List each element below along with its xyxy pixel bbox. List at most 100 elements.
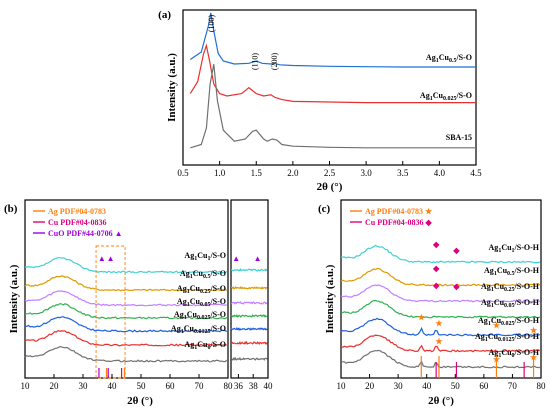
x-tick-label-b: 50: [137, 381, 147, 391]
series-line-c: [340, 268, 541, 287]
x-tick-label-a: 3.5: [397, 168, 409, 178]
series-line-c: [340, 317, 540, 337]
x-axis-label-b: 2θ (°): [127, 395, 153, 407]
series-label-c: Ag1Cu0/S-O-H: [489, 348, 540, 359]
cu-marker: ◆: [452, 246, 460, 255]
series-line-c: [341, 244, 541, 264]
x-tick-label-a: 1.0: [214, 168, 226, 178]
ag-marker: ★: [530, 326, 538, 335]
peak-label: (110): [251, 53, 260, 70]
series-label-b: Ag1Cu0.0125/S-O: [171, 324, 226, 335]
series-label-b: Ag1Cu0.5/S-O: [180, 269, 226, 280]
plot-frame-b: [24, 199, 229, 379]
series-label-b: Ag1Cu1/S-O: [184, 251, 226, 262]
x-tick-label-b-inset: 38: [249, 381, 259, 391]
series-line-b: [25, 257, 228, 274]
x-tick-label-b-inset: 36: [234, 381, 244, 391]
series-line-a: [190, 64, 476, 149]
series-line-b-inset: [230, 301, 268, 305]
ag-marker: ★: [493, 321, 501, 330]
x-tick-label-a: 2.0: [287, 168, 299, 178]
highlight-box-b: [95, 245, 126, 379]
series-label-b: Ag1Cu0.025/S-O: [174, 310, 226, 321]
series-line-b: [24, 316, 228, 333]
x-tick-label-a: 2.5: [324, 168, 336, 178]
x-tick-label-b-inset: 40: [264, 381, 274, 391]
x-tick-label-a: 4.5: [470, 168, 482, 178]
x-tick-label-a: 1.5: [251, 168, 263, 178]
x-axis-label-a: 2θ (°): [317, 181, 343, 193]
cu-marker: ◆: [432, 281, 440, 290]
panel-label-a: (a): [158, 9, 171, 21]
series-line-c: [340, 284, 541, 303]
series-label-c: Ag1Cu0.025/S-O-H: [478, 316, 540, 327]
x-tick-label-c: 10: [337, 381, 347, 391]
series-label-c: Ag1Cu0.5/S-O-H: [484, 266, 540, 277]
legend-label-b: CuO PDF#44-0706 ▲: [48, 229, 123, 238]
peak-label: (100): [207, 14, 216, 32]
x-tick-label-c: 50: [451, 381, 461, 391]
plot-frame-b-inset: [230, 199, 269, 379]
series-label-b: Ag1Cu0/S-O: [184, 340, 226, 351]
plot-frame-a: [182, 9, 477, 166]
legend-label-c: Ag PDF#04-0783 ★: [365, 207, 433, 216]
series-label-c: Ag1Cu0.0125/S-O-H: [475, 332, 540, 343]
series-line-c: [340, 349, 540, 369]
series-label-a: Ag1Cu0.025/S-O: [420, 91, 472, 102]
ag-marker: ★: [530, 353, 538, 362]
series-line-b-inset: [230, 340, 268, 345]
legend-label-b: Ag PDF#04-0783: [48, 207, 106, 216]
cuo-marker: ▲: [232, 254, 240, 263]
panel-label-b: (b): [4, 203, 18, 215]
y-axis-label-b: Intensity (a.u.): [8, 264, 20, 333]
series-line-b: [24, 330, 227, 347]
x-tick-label-c: 30: [394, 381, 404, 391]
x-tick-label-c: 70: [508, 381, 518, 391]
x-tick-label-c: 60: [479, 381, 489, 391]
cuo-marker: ▲: [107, 254, 115, 263]
x-tick-label-a: 3.0: [361, 168, 373, 178]
series-line-b: [24, 303, 228, 320]
series-line-a: [189, 43, 476, 104]
series-label-b: Ag1Cu0.05/S-O: [177, 297, 226, 308]
panel-label-c: (c): [318, 203, 331, 215]
cuo-marker: ▲: [98, 254, 106, 263]
cu-marker: ◆: [432, 264, 440, 273]
series-line-b-inset: [230, 326, 268, 332]
x-tick-label-b: 70: [195, 381, 205, 391]
series-line-a: [189, 12, 476, 68]
series-line-b: [24, 275, 228, 292]
x-axis-label-c: 2θ (°): [428, 395, 454, 407]
series-label-c: Ag1Cu0.25/S-O-H: [481, 282, 540, 293]
x-tick-label-b: 30: [79, 381, 89, 391]
x-tick-label-a: 0.5: [177, 168, 189, 178]
series-label-c: Ag1Cu0.05/S-O-H: [481, 298, 540, 309]
x-tick-label-c: 20: [365, 381, 375, 391]
ag-marker: ★: [493, 355, 501, 364]
peak-label: (200): [270, 52, 279, 70]
x-tick-label-b: 40: [108, 381, 118, 391]
series-line-b-inset: [230, 313, 268, 318]
ag-marker: ★: [435, 319, 443, 328]
series-line-b-inset: [230, 267, 268, 272]
y-axis-label-c: Intensity (a.u.): [324, 264, 336, 333]
series-line-b-inset: [231, 286, 268, 290]
ag-marker: ★: [418, 313, 426, 322]
x-tick-label-b: 60: [166, 381, 176, 391]
cu-marker: ◆: [452, 282, 460, 291]
x-tick-label-b: 20: [50, 381, 60, 391]
series-label-a: Ag1Cu0.5/S-O: [426, 53, 472, 64]
x-tick-label-c: 40: [422, 381, 432, 391]
x-tick-label-b: 10: [21, 381, 31, 391]
y-axis-label-a: Intensity (a.u.): [166, 53, 178, 122]
plot-frame-c: [340, 199, 542, 379]
legend-label-c: Cu PDF#04-0836 ◆: [365, 218, 432, 227]
ag-marker: ★: [435, 337, 443, 346]
x-tick-label-b: 80: [224, 381, 234, 391]
series-line-b: [24, 345, 228, 363]
series-label-b: Ag1Cu0.25/S-O: [177, 284, 226, 295]
legend-label-b: Cu PDF#04-0836: [48, 218, 106, 227]
series-line-b: [24, 290, 227, 307]
x-tick-label-a: 4.0: [434, 168, 446, 178]
